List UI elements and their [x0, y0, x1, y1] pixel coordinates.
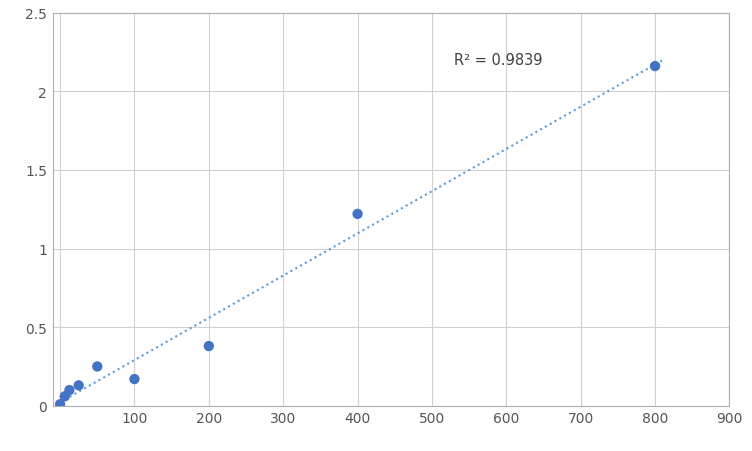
Point — [203, 343, 215, 350]
Point — [351, 211, 363, 218]
Point — [63, 387, 75, 394]
Point — [91, 363, 103, 370]
Point — [54, 401, 66, 408]
Point — [649, 63, 661, 70]
Point — [59, 393, 71, 400]
Point — [73, 382, 85, 389]
Point — [129, 376, 141, 383]
Text: R² = 0.9839: R² = 0.9839 — [454, 53, 543, 68]
